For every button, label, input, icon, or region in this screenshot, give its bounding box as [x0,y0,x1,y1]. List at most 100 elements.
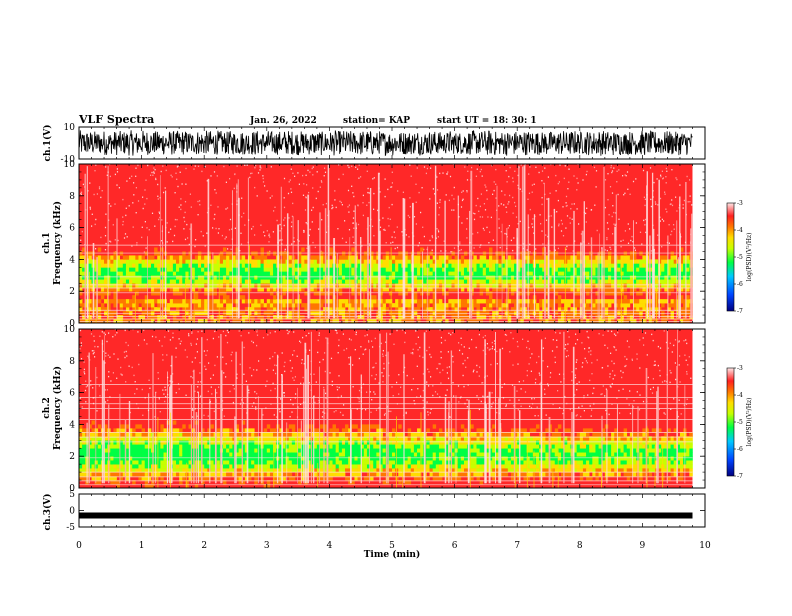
ch1-spectrogram-cell [483,275,486,279]
ch1-spectrogram-cell [173,263,176,267]
ch2-spectrogram-speckle [371,399,372,400]
ch1-spectrogram-cell [426,279,429,283]
ch1-spectrogram-cell [223,291,226,295]
ch2-spectrogram-speckle [426,381,427,382]
ch1-spectrogram-cell [536,255,539,259]
ch1-spectrogram-speckle [636,222,637,223]
ch1-spectrogram-cell [530,259,533,263]
ch2-spectrogram-speckle [565,348,566,349]
ch1-spectrogram-speckle [487,198,488,199]
ch2-spectrogram-speckle [592,393,593,394]
ch2-spectrogram-speckle [576,359,577,360]
ch2-spectrogram-speckle [302,337,303,338]
ch1-spectrogram-cell [577,303,580,307]
ch1-spectrogram-cell [345,267,348,271]
ch2-spectrogram-speckle [400,387,401,388]
ch1-spectrogram-speckle [122,216,123,217]
ch1-spectrogram-cell [436,299,439,303]
ch1-spectrogram-speckle [640,232,641,233]
ch1-spectrogram-cell [592,279,595,283]
ch1-spectrogram-cell [477,299,480,303]
ch1-spectrogram-speckle [508,227,509,228]
ch2-spectrogram-speckle [214,365,215,366]
ch1-spectrogram-cell [664,259,667,263]
ch1-spectrogram-speckle [687,176,688,177]
ch1-spectrogram-cell [451,271,454,275]
ch2-spectrogram-speckle [359,358,360,359]
ch2-spectrogram-speckle [672,351,673,352]
ch1-spectrogram-cell [642,259,645,263]
ch2-spectrogram-speckle [639,394,640,395]
ch1-spectrogram-cell [198,271,201,275]
ch1-spectrogram-cell [611,279,614,283]
ch1-spectrogram-cell [567,303,570,307]
ch2-spectrogram-speckle [115,334,116,335]
ch1-spectrogram-cell [123,299,126,303]
ch1-spectrogram-cell [245,307,248,311]
ch1-spectrogram-cell [642,267,645,271]
ch1-spectrogram-cell [257,279,260,283]
ch2-spectrogram-speckle [535,379,536,380]
ch1-spectrogram-speckle [437,189,438,190]
ch1-spectrogram-cell [617,291,620,295]
ch2-spectrogram-speckle [670,382,671,383]
ch1-spectrogram-cell [392,259,395,263]
ch1-spectrogram-cell [627,255,630,259]
ch2-spectrogram-speckle [624,366,625,367]
ch1-spectrogram-cell [185,263,188,267]
ch1-spectrogram-speckle [657,204,658,205]
ch1-spectrogram-speckle [185,168,186,169]
ch1-spectrogram-cell [113,255,116,259]
ch1-spectrogram-cell [79,271,82,275]
ch1-spectrogram-speckle [194,246,195,247]
ch2-spectrogram-speckle [413,349,414,350]
ch2-spectrogram-speckle [87,385,88,386]
ch1-spectrogram-cell [455,255,458,259]
ch2-spectrogram-speckle [227,342,228,343]
ch1-spectrogram-cell [420,291,423,295]
ch1-spectrogram-speckle [466,237,467,238]
ch2-spectrogram-speckle [292,354,293,355]
ch2-spectrogram-speckle [368,341,369,342]
ch1-spectrogram-speckle [689,201,690,202]
ch2-spectrogram-speckle [120,367,121,368]
ch1-spectrogram-cell [223,267,226,271]
ch1-spectrogram-cell [505,267,508,271]
ch1-spectrogram-cell [436,267,439,271]
ch2-spectrogram-speckle [331,358,332,359]
ch2-spectrogram-speckle [382,354,383,355]
ch1-spectrogram-cell [486,271,489,275]
ch2-spectrogram-speckle [390,333,391,334]
ch1-spectrogram-cell [630,275,633,279]
ch1-spectrogram-cell [270,303,273,307]
ch1-spectrogram-cell [398,255,401,259]
ch2-spectrogram-speckle [513,338,514,339]
ch2-spectrogram-speckle [82,406,83,407]
ch2-spectrogram-speckle [280,398,281,399]
ch1-spectrogram-cell [555,263,558,267]
ch1-spectrogram-cell [167,283,170,287]
ch2-spectrogram-speckle [201,331,202,332]
ch2-spectrogram-speckle [479,367,480,368]
ch1-spectrogram-speckle [129,205,130,206]
ch1-spectrogram-cell [232,283,235,287]
ch2-spectrogram-speckle [108,355,109,356]
ch1-spectrogram-cell [351,267,354,271]
ch1-spectrogram-cell [79,259,82,263]
ch1-spectrogram-speckle [180,209,181,210]
ch1-spectrogram-speckle [542,204,543,205]
ch2-spectrogram-speckle [607,365,608,366]
ch1-spectrogram-cell [386,267,389,271]
ch2-spectrogram-speckle [385,413,386,414]
ch1-spectrogram-cell [88,255,91,259]
ch1-spectrogram-cell [311,259,314,263]
ch1-spectrogram-speckle [305,196,306,197]
ch1-spectrogram-speckle [498,218,499,219]
ch2-spectrogram-speckle [158,378,159,379]
ch2-spectrogram-speckle [567,350,568,351]
ch2-spectrogram-speckle [375,338,376,339]
ch1-spectrogram-cell [414,295,417,299]
ch2-spectrogram-speckle [308,333,309,334]
ch1-spectrogram-speckle [280,230,281,231]
ch1-spectrogram-speckle [92,214,93,215]
